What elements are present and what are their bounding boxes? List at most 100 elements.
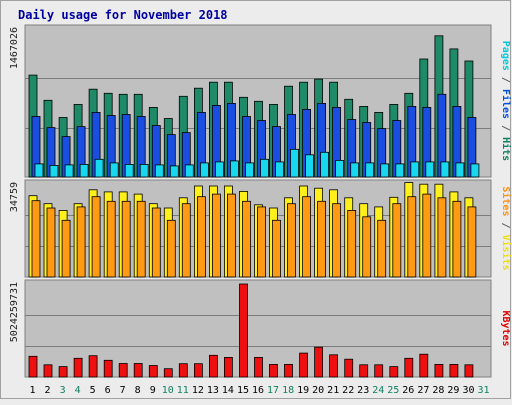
bar-sites xyxy=(196,196,206,278)
bar-kbytes xyxy=(374,364,384,378)
series-files xyxy=(31,93,477,178)
bar-pages xyxy=(184,164,194,178)
bar-kbytes xyxy=(28,355,38,378)
bar-pages xyxy=(335,159,345,178)
bar-pages xyxy=(49,164,59,178)
bar-sites xyxy=(226,193,236,278)
bar-kbytes xyxy=(359,364,369,378)
bar-pages xyxy=(350,162,360,178)
x-tick-label: 23 xyxy=(357,385,369,396)
bar-sites xyxy=(46,207,56,278)
bar-pages xyxy=(79,163,89,178)
bar-pages xyxy=(139,163,149,178)
x-tick-label: 28 xyxy=(432,385,444,396)
bar-kbytes xyxy=(404,357,414,378)
bar-kbytes xyxy=(73,357,83,378)
x-tick-label: 13 xyxy=(207,385,219,396)
bar-pages xyxy=(109,162,119,178)
bar-kbytes xyxy=(193,363,203,378)
bar-pages xyxy=(290,148,299,178)
bar-sites xyxy=(287,203,296,278)
legend-entry: Pages xyxy=(500,41,511,71)
panel-kbytes-legend: KBytes xyxy=(500,310,511,346)
bar-sites xyxy=(347,209,357,278)
bar-kbytes xyxy=(464,364,474,378)
bar-sites xyxy=(61,219,71,278)
x-tick-label: 14 xyxy=(222,385,234,396)
bar-sites xyxy=(302,196,312,278)
bar-kbytes xyxy=(88,355,98,378)
bar-kbytes xyxy=(58,366,68,378)
bar-sites xyxy=(407,196,417,278)
bar-kbytes xyxy=(314,346,324,378)
x-tick-label: 16 xyxy=(252,385,264,396)
bar-pages xyxy=(275,161,284,178)
x-tick-label: 3 xyxy=(60,385,66,396)
x-tick-label: 11 xyxy=(177,385,189,396)
bar-pages xyxy=(229,160,239,178)
x-tick-label: 26 xyxy=(402,385,414,396)
bar-sites xyxy=(272,219,281,278)
bar-kbytes xyxy=(208,354,218,378)
bar-sites xyxy=(467,206,477,278)
bar-pages xyxy=(34,163,44,178)
bar-kbytes xyxy=(284,363,293,378)
bar-pages xyxy=(124,163,134,178)
bar-kbytes xyxy=(43,364,53,378)
bar-kbytes xyxy=(269,363,278,378)
bar-sites xyxy=(332,203,342,278)
x-tick-label: 7 xyxy=(120,385,126,396)
bar-sites xyxy=(166,219,176,278)
bar-kbytes xyxy=(254,356,263,378)
bar-pages xyxy=(365,162,375,178)
bar-sites xyxy=(151,207,161,278)
bar-kbytes xyxy=(223,356,233,378)
legend-entry: Sites xyxy=(500,186,512,216)
x-tick-label: 18 xyxy=(282,385,294,396)
bar-sites xyxy=(317,200,327,278)
x-tick-label: 31 xyxy=(477,385,489,396)
bar-pages xyxy=(320,151,330,178)
x-axis-labels: 1 2 3 4 5 6 7 8 9 10 11 12 13 14 15 16 17 18 19 20 21 22 23 24 2… xyxy=(29,385,489,396)
x-tick-label: 10 xyxy=(162,385,174,396)
x-tick-label: 6 xyxy=(105,385,111,396)
bar-kbytes xyxy=(239,283,248,378)
bar-kbytes xyxy=(163,368,173,378)
bar-sites xyxy=(377,219,387,278)
legend-entry: KBytes xyxy=(500,310,511,346)
bar-sites xyxy=(121,200,131,278)
x-tick-label: 9 xyxy=(150,385,156,396)
bar-sites xyxy=(211,193,221,278)
panel-hits-legend: Pages / Files / Hits xyxy=(500,41,512,161)
legend-entry: / xyxy=(500,71,511,89)
chart-title: Daily usage for November 2018 xyxy=(18,8,228,22)
bar-pages xyxy=(154,164,164,178)
panel-visits: 34759 Sites / Visits xyxy=(9,179,512,278)
series-sites xyxy=(31,193,477,278)
panel-kbytes-max-label: 5024259731 xyxy=(9,282,20,342)
bar-kbytes xyxy=(389,366,399,378)
bar-sites xyxy=(242,200,251,278)
bar-pages xyxy=(380,163,390,178)
x-tick-label: 12 xyxy=(192,385,204,396)
bar-sites xyxy=(136,200,146,278)
panels-layer: 1467026 Pages / Files / Hits 34759 Sites / … xyxy=(9,24,512,378)
x-tick-label: 5 xyxy=(90,385,96,396)
bar-sites xyxy=(362,216,372,278)
x-tick-label: 27 xyxy=(417,385,429,396)
bar-kbytes xyxy=(299,352,309,378)
bar-kbytes xyxy=(178,363,188,378)
bar-sites xyxy=(437,197,447,278)
bar-sites xyxy=(76,206,86,278)
x-tick-label: 2 xyxy=(44,385,50,396)
bar-sites xyxy=(422,193,432,278)
bar-sites xyxy=(392,203,402,278)
bar-kbytes xyxy=(434,363,444,378)
bar-pages xyxy=(260,158,269,178)
bar-kbytes xyxy=(118,363,128,378)
bar-pages xyxy=(425,161,435,178)
bar-sites xyxy=(257,206,266,278)
panel-visits-max-label: 34759 xyxy=(9,182,20,212)
